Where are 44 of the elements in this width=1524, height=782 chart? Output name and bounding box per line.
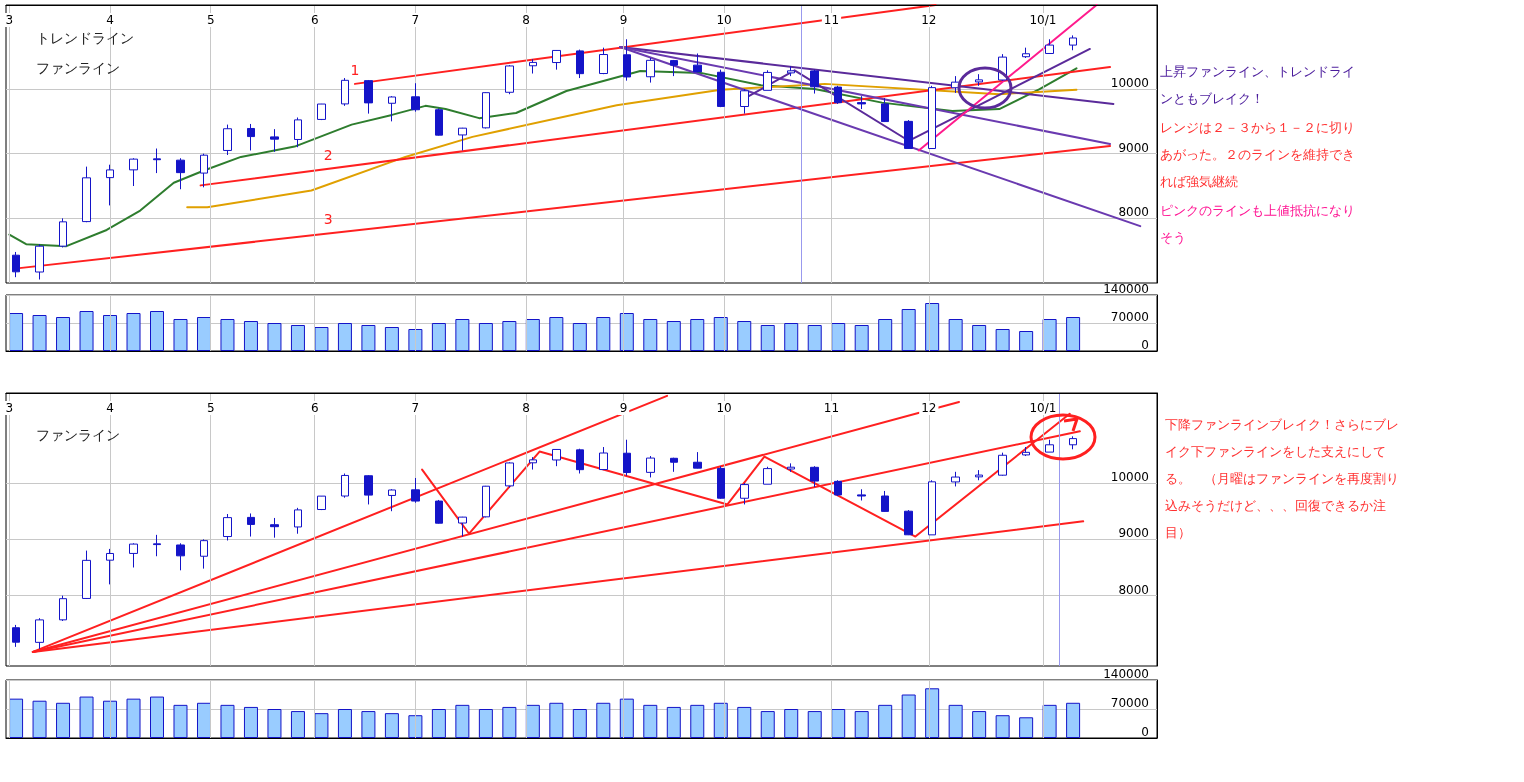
annotation: ファンライン [36, 427, 120, 445]
y-tick-label: 9000 [1118, 526, 1149, 541]
x-tick-label: 8 [522, 13, 530, 27]
x-tick-label: 8 [522, 401, 530, 415]
y-tick-label: 0 [1141, 338, 1149, 352]
x-tick-label: 5 [206, 13, 215, 27]
y-tick-label: 140000 [1103, 667, 1149, 681]
y-tick-label: 0 [1141, 725, 1149, 739]
y-tick-label: 10000 [1110, 470, 1149, 485]
y-tick-label: 10000 [1110, 76, 1149, 91]
text: 上昇ファンライン、トレンドラインともブレイク！ [1160, 63, 1356, 108]
x-tick-label: 7 [411, 401, 420, 415]
x-tick-label: 4 [106, 401, 114, 415]
x-tick-label: 10 [716, 13, 732, 27]
text: 下降ファンラインブレイク！さらにブレイク下ファンラインをした支えにしてる。 （月曜はファンラインを再度割り込みそうだけど、、、回復できるか注目） [1165, 416, 1400, 542]
x-tick-label: 3 [5, 401, 14, 415]
annotation: 2 [323, 146, 333, 163]
y-tick-label: 70000 [1110, 696, 1149, 710]
annotation: 3 [323, 211, 333, 228]
text: レンジは２－３から１－２に切りあがった。２のラインを維持できれば強気継続 [1160, 119, 1356, 191]
y-tick-label: 140000 [1103, 282, 1149, 296]
y-tick-label: 8000 [1118, 582, 1149, 597]
x-tick-label: 11 [823, 13, 840, 27]
text: ピンクのラインも上値抵抗になりそう [1160, 202, 1356, 247]
y-tick-label: 70000 [1110, 310, 1149, 324]
annotation: 1 [350, 61, 360, 78]
x-tick-label: 9 [619, 13, 628, 27]
x-tick-label: 6 [310, 401, 319, 415]
x-tick-label: 7 [411, 13, 420, 27]
x-tick-label: 3 [5, 13, 14, 27]
x-tick-label: 9 [619, 401, 628, 415]
annotation: トレンドライン [36, 30, 134, 48]
y-tick-label: 9000 [1118, 140, 1149, 155]
x-tick-label: 10/1 [1029, 401, 1057, 415]
x-tick-label: 5 [206, 401, 215, 415]
x-tick-label: 4 [106, 13, 114, 27]
x-tick-label: 10/1 [1029, 13, 1057, 27]
x-tick-label: 6 [310, 13, 319, 27]
annotation: ファンライン [36, 60, 120, 78]
x-tick-label: 11 [823, 401, 840, 415]
y-tick-label: 8000 [1118, 205, 1149, 220]
x-tick-label: 10 [716, 401, 732, 415]
x-tick-label: 12 [921, 13, 937, 27]
x-tick-label: 12 [921, 401, 937, 415]
